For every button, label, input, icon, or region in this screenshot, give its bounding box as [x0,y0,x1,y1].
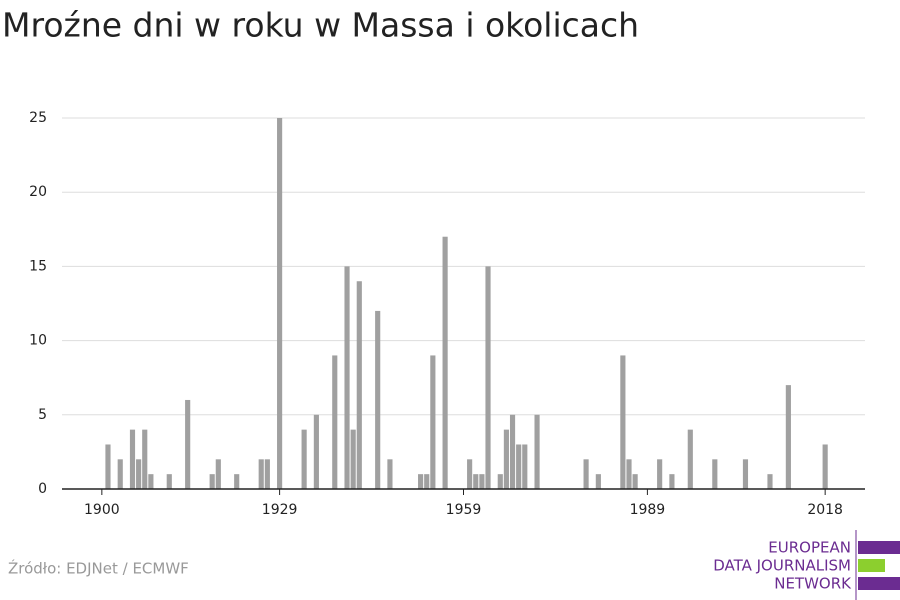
bar [215,459,221,489]
x-tick-label: 1929 [262,502,298,518]
bar [129,429,136,489]
bar [356,281,362,489]
x-tick-label: 2018 [807,502,843,518]
bar [185,399,191,489]
bar [473,474,479,489]
bar [136,459,142,489]
bar [595,474,601,489]
bar [350,429,356,489]
bar [742,459,749,489]
bar [277,118,283,489]
bar [509,414,516,489]
bar [313,414,319,489]
source: Źródło: EDJNet / ECMWF [8,559,189,578]
bar [430,355,436,489]
bar [657,459,663,489]
bar [785,385,791,489]
bar [424,474,430,489]
y-tick-label: 10 [29,333,47,349]
logo-bar [858,559,885,572]
y-tick-label: 5 [38,407,47,423]
logo-text: EUROPEAN [768,539,851,557]
bar [522,444,528,489]
bar [620,355,626,489]
y-tick-label: 15 [29,258,47,274]
bar [479,474,485,489]
bar [344,266,350,489]
bar [534,414,540,489]
bar [142,429,148,489]
logo-bar [858,541,900,554]
bar [117,459,123,489]
logo-bar [858,577,900,590]
x-tick-label: 1989 [630,502,666,518]
bar [375,310,381,489]
bar [687,429,693,489]
bar [485,266,491,489]
logo-text: DATA JOURNALISM [713,557,851,575]
chart-title: Mroźne dni w roku w Massa i okolicach [2,6,639,45]
bar [148,474,154,489]
y-tick-label: 0 [38,481,47,497]
x-tick-label: 1900 [84,502,120,518]
bar [209,474,215,489]
logo-text: NETWORK [774,575,852,593]
bar [583,459,589,489]
bar [626,459,632,489]
bar [467,459,473,489]
bar [767,474,773,489]
bar [503,429,509,489]
bar [166,474,172,489]
bar [669,474,675,489]
bar [234,474,240,489]
bar [332,355,338,489]
bar [105,444,111,489]
x-tick-label: 1959 [446,502,482,518]
bar [822,444,828,489]
bar [264,459,270,489]
bar [712,459,718,489]
bar [632,474,638,489]
bar [442,236,448,489]
bar [516,444,522,489]
y-tick-label: 25 [29,110,47,126]
y-tick-label: 20 [29,184,47,200]
bar [497,474,503,489]
bar [258,459,264,489]
bar [301,429,307,489]
bar [418,474,424,489]
bar [387,459,393,489]
